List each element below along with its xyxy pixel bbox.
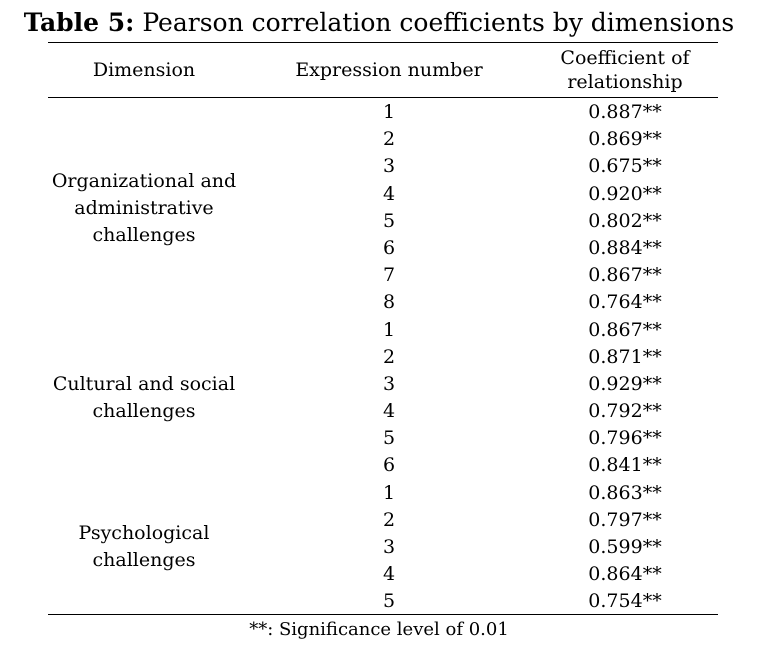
coefficient-cell: 0.675** [588, 155, 662, 178]
expression-number-cell: 3 [382, 536, 396, 558]
coefficient-cell: 0.792** [588, 400, 662, 423]
table-row: 4 0.792** [0, 398, 758, 425]
table-top-rule [48, 42, 718, 43]
table-title: Table 5: Pearson correlation coefficient… [0, 6, 758, 40]
header-coefficient-line1: Coefficient of [560, 47, 690, 69]
table-row: 4 0.920** [0, 181, 758, 208]
coefficient-cell: 0.929** [588, 372, 662, 395]
table-body: 1 0.887** 2 0.869** 3 0.675** 4 0.920** … [0, 99, 758, 616]
dimension-name-line: Cultural and social [52, 373, 236, 395]
coefficient-cell: 0.864** [588, 563, 662, 586]
expression-number-cell: 1 [382, 481, 396, 504]
coefficient-cell: 0.920** [588, 182, 662, 205]
coefficient-cell: 0.754** [588, 590, 662, 613]
table-row: 2 0.869** [0, 126, 758, 153]
expression-number-cell: 1 [382, 101, 396, 123]
expression-number-cell: 1 [382, 318, 396, 341]
coefficient-cell: 0.764** [588, 291, 662, 314]
table-footnote: **: Significance level of 0.01 [249, 619, 509, 640]
table-row: 5 0.796** [0, 425, 758, 452]
table-header-rule [48, 97, 718, 98]
dimension-name-line: challenges [92, 400, 196, 422]
expression-number-cell: 2 [382, 508, 396, 531]
expression-number-cell: 2 [382, 128, 396, 151]
table-row: 5 0.754** [0, 588, 758, 615]
coefficient-cell: 0.796** [588, 427, 662, 450]
coefficient-cell: 0.871** [588, 345, 662, 368]
table-row: 1 0.867** [0, 317, 758, 344]
header-coefficient: Coefficient of relationship [530, 46, 720, 94]
coefficient-cell: 0.599** [588, 536, 662, 558]
table-row: 6 0.884** [0, 235, 758, 262]
dimension-psychological: Psychological challenges [48, 520, 240, 574]
table-row: 3 0.929** [0, 371, 758, 398]
expression-number-cell: 3 [382, 372, 396, 395]
coefficient-cell: 0.887** [588, 101, 662, 123]
table-row: 7 0.867** [0, 262, 758, 289]
expression-number-cell: 5 [382, 427, 396, 450]
dimension-cultural-social: Cultural and social challenges [48, 371, 240, 425]
expression-number-cell: 6 [382, 236, 396, 259]
coefficient-cell: 0.884** [588, 236, 662, 259]
expression-number-cell: 5 [382, 209, 396, 232]
dimension-organizational: Organizational and administrative challe… [48, 168, 240, 249]
table-row: 8 0.764** [0, 289, 758, 316]
table-title-label: Table 5: [23, 8, 135, 37]
expression-number-cell: 7 [382, 264, 396, 287]
expression-number-cell: 4 [382, 182, 396, 205]
header-coefficient-line2: relationship [567, 71, 683, 93]
expression-number-cell: 5 [382, 590, 396, 613]
dimension-name-line: challenges [92, 549, 196, 571]
coefficient-cell: 0.867** [588, 264, 662, 287]
coefficient-cell: 0.802** [588, 209, 662, 232]
table-row: 1 0.887** [0, 99, 758, 126]
table-row: 3 0.675** [0, 153, 758, 180]
expression-number-cell: 6 [382, 454, 396, 477]
dimension-name-line: administrative [74, 197, 214, 219]
table-row: 5 0.802** [0, 208, 758, 235]
expression-number-cell: 8 [382, 291, 396, 314]
expression-number-cell: 4 [382, 400, 396, 423]
coefficient-cell: 0.797** [588, 508, 662, 531]
expression-number-cell: 3 [382, 155, 396, 178]
expression-number-cell: 2 [382, 345, 396, 368]
table-row: 2 0.797** [0, 507, 758, 534]
coefficient-cell: 0.869** [588, 128, 662, 151]
coefficient-cell: 0.841** [588, 454, 662, 477]
dimension-name-line: Psychological [78, 522, 210, 544]
table-row: 1 0.863** [0, 480, 758, 507]
header-dimension: Dimension [92, 59, 196, 81]
table-row: 2 0.871** [0, 344, 758, 371]
coefficient-cell: 0.863** [588, 481, 662, 504]
dimension-name-line: Organizational and [51, 170, 237, 192]
table-row: 3 0.599** [0, 534, 758, 561]
table-row: 6 0.841** [0, 452, 758, 479]
table-row: 4 0.864** [0, 561, 758, 588]
header-expression-number: Expression number [295, 59, 483, 81]
table-bottom-rule [48, 614, 718, 615]
dimension-name-line: challenges [92, 224, 196, 246]
expression-number-cell: 4 [382, 563, 396, 586]
table-title-text: Pearson correlation coefficients by dime… [142, 8, 735, 37]
coefficient-cell: 0.867** [588, 318, 662, 341]
